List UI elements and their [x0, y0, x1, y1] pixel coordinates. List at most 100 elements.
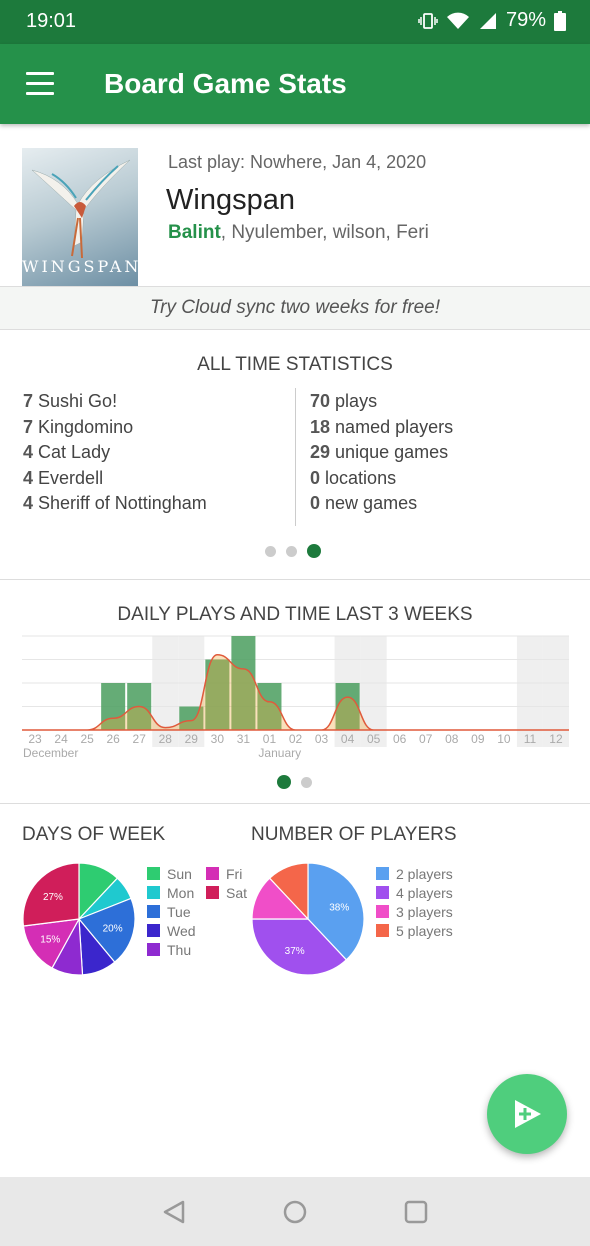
pager-dot-2[interactable] — [286, 545, 297, 557]
number-of-players-pie: 38% 37% — [251, 862, 365, 976]
status-time: 19:01 — [26, 10, 77, 32]
x-tick-label: 11 — [524, 732, 537, 746]
x-tick-label: 05 — [367, 732, 381, 746]
pie-slice-label: 27% — [43, 892, 63, 903]
plays-bar — [205, 659, 230, 730]
home-icon[interactable] — [282, 1199, 308, 1225]
last-play-game-name: Wingspan — [166, 184, 295, 216]
wifi-icon — [446, 11, 470, 31]
pie-slice-label: 20% — [103, 924, 123, 935]
time-area — [22, 654, 569, 731]
weekend-band — [516, 636, 543, 747]
x-tick-label: 06 — [393, 732, 407, 746]
list-item: 4 Cat Lady — [23, 442, 111, 463]
list-item: 70 plays — [310, 391, 378, 411]
pie-slice-label: 37% — [285, 946, 305, 957]
legend-item: Mon — [147, 883, 196, 902]
players-legend: 2 players 4 players 3 players 5 players — [376, 864, 453, 940]
pie-slice — [22, 918, 81, 969]
list-item: 0 new games — [310, 493, 418, 514]
weekend-band — [542, 636, 569, 747]
weekend-band — [360, 636, 387, 747]
play-plus-icon — [515, 1100, 541, 1128]
last-play-card[interactable]: WINGSPAN Last play: Nowhere, Jan 4, 2020… — [0, 124, 590, 286]
x-tick-label: 26 — [106, 732, 120, 746]
x-tick-label: 10 — [497, 732, 511, 746]
month-label: December — [23, 746, 78, 760]
totals-list: 70 plays 18 named players 29 unique game… — [310, 389, 453, 517]
battery-icon — [554, 10, 566, 31]
list-item: 29 unique games — [310, 442, 449, 463]
x-tick-label: 01 — [263, 732, 277, 746]
list-item: 18 named players — [310, 416, 454, 437]
x-tick-label: 24 — [54, 732, 68, 746]
game-cover-image: WINGSPAN — [22, 148, 138, 286]
legend-item: 2 players — [376, 864, 453, 883]
pie-slice — [268, 862, 309, 921]
weekend-band — [152, 636, 179, 747]
pie-slice — [22, 862, 80, 927]
x-tick-label: 28 — [159, 732, 173, 746]
list-item: 7 Kingdomino — [23, 416, 134, 437]
last-play-players: Balint, Nyulember, wilson, Feri — [168, 222, 429, 244]
stats-pager — [265, 544, 321, 558]
legend-item: Fri — [206, 864, 247, 883]
vibrate-icon — [418, 11, 438, 31]
cell-signal-icon — [478, 11, 498, 31]
pager-dot-2[interactable] — [301, 776, 312, 788]
x-tick-label: 23 — [28, 732, 42, 746]
pie-slice — [307, 862, 365, 961]
list-item: 0 locations — [310, 467, 397, 488]
x-tick-label: 07 — [419, 732, 433, 746]
x-tick-label: 30 — [211, 732, 225, 746]
top-games-list: 7 Sushi Go! 7 Kingdomino 4 Cat Lady 4 Ev… — [23, 389, 207, 517]
last-play-meta: Last play: Nowhere, Jan 4, 2020 — [168, 152, 427, 172]
days-legend-col2: Fri Sat — [206, 864, 247, 902]
status-bar: 19:01 79% — [0, 0, 590, 44]
x-tick-label: 31 — [237, 732, 251, 746]
days-of-week-title: DAYS OF WEEK — [22, 824, 166, 845]
legend-item: 3 players — [376, 902, 453, 921]
pie-slice-label: 15% — [40, 935, 60, 946]
system-nav-bar — [0, 1177, 590, 1246]
winner-name: Balint — [168, 222, 221, 243]
stats-divider — [295, 388, 296, 526]
pager-dot-1[interactable] — [277, 775, 291, 789]
cover-title-text: WINGSPAN — [22, 257, 138, 276]
legend-item: Wed — [147, 921, 196, 940]
add-play-button[interactable] — [487, 1074, 567, 1154]
pager-dot-3[interactable] — [307, 544, 321, 558]
x-tick-label: 02 — [289, 732, 303, 746]
x-tick-label: 12 — [549, 732, 563, 746]
month-label: January — [258, 746, 301, 760]
x-tick-label: 25 — [80, 732, 94, 746]
recents-icon[interactable] — [403, 1199, 429, 1225]
cloud-sync-promo-banner[interactable]: Try Cloud sync two weeks for free! — [0, 286, 590, 330]
x-tick-label: 04 — [341, 732, 355, 746]
list-item: 7 Sushi Go! — [23, 391, 118, 411]
hamburger-menu-icon[interactable] — [26, 72, 54, 96]
app-title: Board Game Stats — [104, 68, 347, 99]
app-bar: Board Game Stats — [0, 44, 590, 124]
plays-bar — [231, 636, 256, 730]
daily-plays-title: DAILY PLAYS AND TIME LAST 3 WEEKS — [117, 604, 473, 625]
plays-bar — [335, 683, 360, 730]
pie-slice-label: 38% — [329, 903, 349, 914]
number-of-players-title: NUMBER OF PLAYERS — [251, 824, 457, 845]
section-divider — [0, 803, 590, 804]
x-tick-label: 08 — [445, 732, 459, 746]
back-icon[interactable] — [161, 1199, 187, 1225]
days-legend-col1: Sun Mon Tue Wed Thu — [147, 864, 196, 959]
x-tick-label: 09 — [471, 732, 485, 746]
legend-item: Sat — [206, 883, 247, 902]
section-divider — [0, 579, 590, 580]
legend-item: 4 players — [376, 883, 453, 902]
pager-dot-1[interactable] — [265, 545, 276, 557]
days-of-week-pie: 20% 15% 27% — [22, 862, 136, 976]
x-tick-label: 29 — [185, 732, 199, 746]
all-time-stats-title: ALL TIME STATISTICS — [197, 354, 393, 375]
x-tick-label: 27 — [133, 732, 147, 746]
pie-slice — [78, 897, 136, 963]
x-tick-label: 03 — [315, 732, 329, 746]
plays-bar — [179, 706, 204, 730]
